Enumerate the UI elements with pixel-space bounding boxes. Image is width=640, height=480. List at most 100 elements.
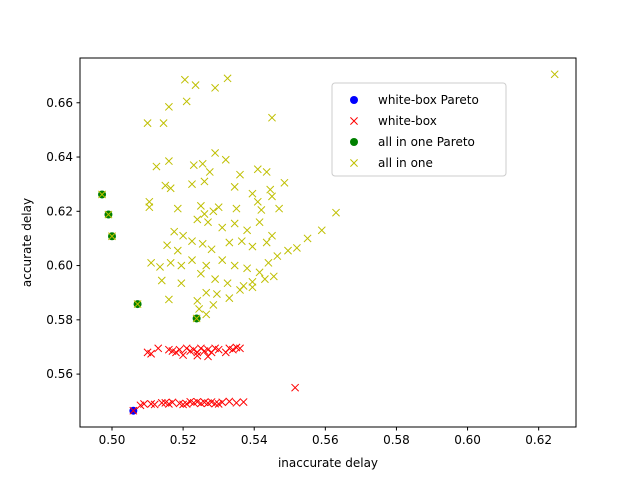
data-point-x (255, 218, 264, 227)
y-tick-label: 0.56 (46, 367, 73, 381)
data-point-x (156, 262, 164, 271)
legend-item: white-box Pareto (350, 93, 479, 107)
series-3 (98, 70, 559, 323)
legend-x-marker (350, 117, 358, 125)
data-point-x (170, 227, 179, 236)
data-point-x (237, 237, 246, 246)
data-point-x (232, 398, 241, 407)
data-point-x (291, 383, 300, 392)
y-tick-label: 0.66 (46, 96, 73, 110)
data-point-x (550, 70, 559, 79)
data-point-x (236, 344, 244, 353)
data-point-x (159, 119, 168, 128)
data-point-x (255, 268, 264, 277)
data-point-x (262, 238, 271, 247)
data-point-x (172, 348, 180, 357)
data-point-x (202, 310, 211, 319)
data-point-x (225, 238, 234, 247)
y-tick-label: 0.58 (46, 313, 73, 327)
data-point-x (133, 300, 142, 309)
data-point-x (211, 149, 220, 157)
legend-item: all in one Pareto (350, 135, 475, 149)
data-point-x (189, 345, 198, 354)
data-point-x (177, 261, 186, 270)
legend-item: white-box (350, 114, 437, 128)
data-point-x (195, 305, 204, 313)
legend-circle-marker (350, 96, 358, 104)
y-tick-label: 0.64 (46, 150, 73, 164)
y-axis-label: accurate delay (20, 198, 34, 287)
legend-label: all in one Pareto (378, 135, 475, 149)
data-point-x (193, 296, 202, 305)
legend-label: all in one (378, 156, 433, 170)
x-axis-label: inaccurate delay (278, 456, 378, 470)
x-tick-label: 0.54 (241, 433, 268, 447)
data-point-x (280, 178, 289, 187)
y-tick-label: 0.62 (46, 204, 73, 218)
x-tick-label: 0.60 (454, 433, 481, 447)
data-point-x (196, 344, 205, 353)
data-point-x (198, 239, 207, 248)
data-point-x (266, 185, 275, 194)
data-point-x (192, 314, 201, 323)
data-point-x (218, 256, 227, 265)
data-point-x (209, 207, 218, 216)
data-point-x (248, 189, 257, 198)
data-point-x (223, 74, 232, 83)
data-point-x (196, 201, 205, 210)
data-point-x (239, 398, 248, 406)
data-point-x (204, 352, 212, 361)
data-point-x (214, 203, 223, 212)
data-point-x (196, 269, 205, 278)
data-point-x (268, 192, 276, 201)
data-point-x (202, 288, 211, 297)
data-point-x (268, 231, 276, 240)
data-point-x (129, 406, 138, 415)
data-point-x (211, 83, 220, 92)
data-point-x (166, 184, 175, 193)
data-point-x (317, 226, 326, 235)
data-point-x (147, 399, 156, 408)
data-point-x (189, 161, 198, 170)
data-point-x (218, 223, 227, 232)
data-point-x (225, 294, 234, 303)
legend-items: white-box Pareto white-box all in one Pare… (350, 93, 479, 170)
data-point-x (164, 295, 173, 304)
data-point-x (177, 279, 186, 288)
data-point-x (164, 102, 173, 111)
data-point-x (188, 237, 196, 246)
data-point-x (147, 349, 156, 358)
data-point-x (205, 168, 214, 176)
data-point-x (182, 97, 191, 106)
x-tick-label: 0.52 (170, 433, 197, 447)
data-point-x (269, 272, 278, 281)
data-point-x (248, 283, 257, 292)
data-point-x (236, 286, 244, 294)
legend-label: white-box Pareto (378, 93, 479, 107)
data-point-x (303, 234, 312, 243)
data-point-x (98, 190, 106, 199)
data-point-x (223, 279, 232, 288)
data-point-x (164, 157, 173, 166)
data-point-x (332, 208, 340, 217)
data-point-x (186, 397, 195, 406)
data-point-x (275, 204, 284, 213)
data-point-x (212, 290, 221, 299)
data-point-x (262, 168, 271, 176)
data-point-x (230, 182, 239, 191)
data-point-x (214, 399, 223, 408)
legend-box (331, 82, 507, 177)
data-point-x (188, 180, 196, 189)
data-point-x (154, 344, 163, 353)
data-point-x (179, 351, 188, 360)
data-point-x (273, 252, 282, 261)
data-point-x (161, 398, 170, 407)
data-point-x (191, 81, 200, 90)
data-point-x (202, 261, 211, 270)
data-point-x (228, 345, 237, 354)
data-point-x (230, 219, 239, 228)
data-point-x (104, 210, 113, 219)
data-point-x (180, 75, 189, 84)
legend-x-marker (350, 159, 358, 167)
